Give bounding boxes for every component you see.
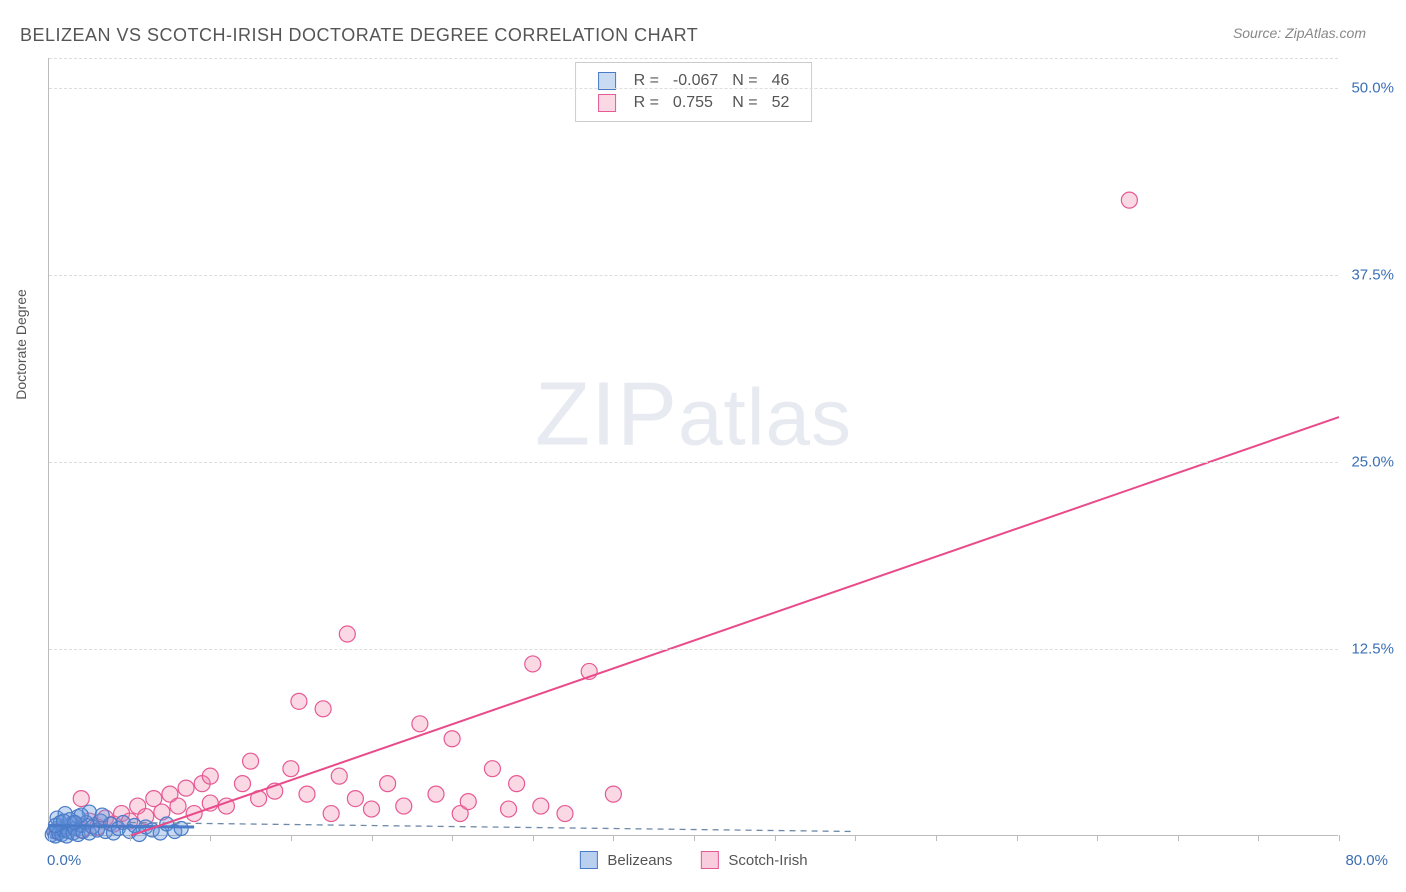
- x-tick: [533, 835, 534, 841]
- legend-label: Belizeans: [607, 852, 672, 869]
- legend-swatch-icon: [579, 851, 597, 869]
- bottom-legend: Belizeans Scotch-Irish: [579, 851, 807, 869]
- gridline: [49, 58, 1338, 59]
- x-tick: [1097, 835, 1098, 841]
- gridline: [49, 88, 1338, 89]
- scatter-svg: [49, 58, 1338, 835]
- legend-label: Scotch-Irish: [728, 852, 807, 869]
- x-tick: [775, 835, 776, 841]
- x-tick: [1017, 835, 1018, 841]
- chart-title: BELIZEAN VS SCOTCH-IRISH DOCTORATE DEGRE…: [20, 25, 698, 46]
- y-tick-label: 12.5%: [1351, 640, 1394, 657]
- x-label-max: 80.0%: [1345, 852, 1388, 869]
- legend-item-scotch-irish: Scotch-Irish: [700, 851, 807, 869]
- x-tick: [210, 835, 211, 841]
- x-tick: [1339, 835, 1340, 841]
- legend-swatch-icon: [700, 851, 718, 869]
- gridline: [49, 649, 1338, 650]
- x-tick: [694, 835, 695, 841]
- chart-plot-area: Doctorate Degree ZIPatlas R = -0.067 N =…: [48, 58, 1338, 836]
- x-tick: [613, 835, 614, 841]
- y-tick-label: 50.0%: [1351, 79, 1394, 96]
- y-tick-label: 25.0%: [1351, 453, 1394, 470]
- x-tick: [291, 835, 292, 841]
- y-tick-label: 37.5%: [1351, 266, 1394, 283]
- x-tick: [855, 835, 856, 841]
- x-tick: [130, 835, 131, 841]
- y-axis-label: Doctorate Degree: [13, 289, 29, 400]
- gridline: [49, 462, 1338, 463]
- x-tick: [1258, 835, 1259, 841]
- x-tick: [49, 835, 50, 841]
- gridline: [49, 275, 1338, 276]
- x-label-min: 0.0%: [47, 852, 81, 869]
- x-tick: [452, 835, 453, 841]
- x-tick: [1178, 835, 1179, 841]
- x-tick: [936, 835, 937, 841]
- x-tick: [372, 835, 373, 841]
- source-label: Source: ZipAtlas.com: [1233, 25, 1366, 41]
- legend-item-belizeans: Belizeans: [579, 851, 672, 869]
